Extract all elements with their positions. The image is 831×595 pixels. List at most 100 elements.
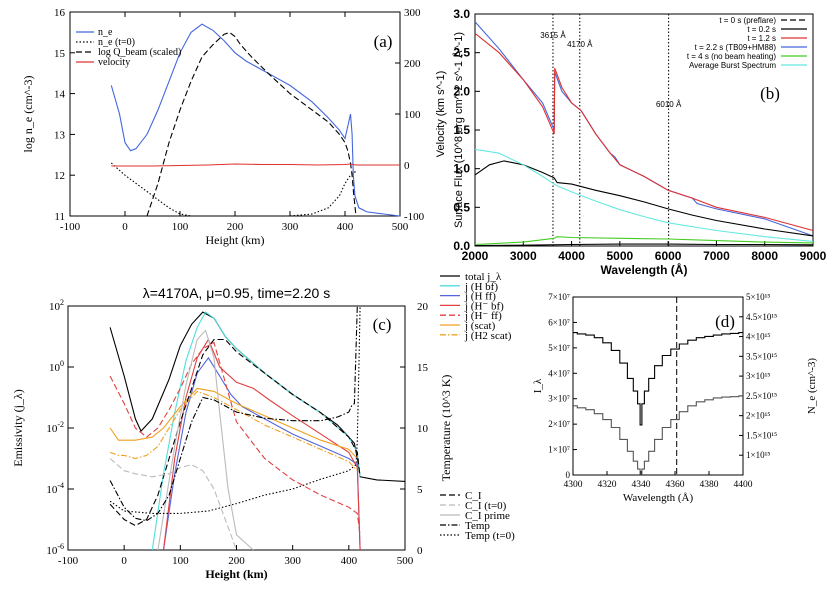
series-log-q-beam-scaled — [146, 31, 357, 217]
series-j-scat — [109, 387, 358, 459]
x-tick-label: 3000 — [510, 249, 537, 263]
reference-line-label: 3615 Å — [540, 31, 566, 40]
series-j-h-ff — [109, 341, 361, 535]
y-tick-label: 0 — [566, 470, 571, 480]
legend-label: j (H⁻ bf) — [464, 300, 504, 312]
y2-tick-label: 4×10¹⁵ — [746, 332, 770, 342]
panel-label: (b) — [760, 84, 780, 103]
y-tick-label: 7×10⁷ — [548, 292, 570, 302]
panel-label: (a) — [374, 32, 393, 51]
reference-line-label: 6010 Å — [656, 100, 682, 109]
y-axis-label: Emissivity (j_λ) — [11, 389, 25, 466]
x-tick-label: 200 — [227, 221, 244, 233]
y2-tick-label: 200 — [404, 58, 421, 70]
y-tick-label: 3.0 — [453, 7, 470, 21]
y2-tick-label: 15 — [417, 362, 429, 374]
x-tick-label: 300 — [282, 221, 299, 233]
legend-label: t = 1.2 s — [747, 34, 776, 43]
y-tick-label: 13 — [54, 129, 66, 141]
series-j-h-bf — [162, 338, 361, 551]
y-tick-label: 2.0 — [453, 84, 470, 98]
series-t-0-2-s — [474, 160, 814, 237]
x-tick-label: 6000 — [655, 249, 682, 263]
y-tick-label: 2.5 — [453, 46, 470, 60]
y2-tick-label: 0 — [417, 545, 423, 557]
series-velocity — [111, 163, 400, 167]
y2-tick-label: 10 — [417, 423, 429, 435]
y2-tick-label: 20 — [417, 301, 429, 313]
legend-label: C_I prime — [465, 510, 510, 522]
legend-label: velocity — [98, 57, 130, 68]
panel-a: -100 0 100 200 300 400 500 11 12 13 14 15 16 -100 0 100… — [21, 7, 447, 247]
series-t-1-2-s — [474, 32, 814, 232]
legend-label: total j_λ — [465, 271, 502, 283]
x-tick-label: 4340 — [632, 480, 651, 490]
y2-tick-label: 300 — [404, 7, 421, 19]
y-tick-label: 100 — [49, 359, 64, 374]
x-axis-label: Height (km) — [206, 233, 265, 247]
x-axis-label: Height (km) — [205, 567, 267, 581]
panel-label: (c) — [373, 315, 392, 334]
y2-tick-label: 5×10¹⁵ — [746, 292, 770, 302]
y-tick-label: 10-2 — [46, 420, 64, 435]
y-tick-label: 0.5 — [453, 200, 470, 214]
x-tick-label: 2000 — [462, 249, 489, 263]
series-c-i-prime — [157, 329, 254, 551]
legend-label: C_I — [465, 490, 482, 502]
legend-label: t = 0 s (preflare) — [719, 16, 776, 25]
y-tick-label: 14 — [54, 89, 66, 101]
legend-label: log Q_beam (scaled) — [98, 47, 181, 58]
y-tick-label: 2×10⁷ — [548, 419, 570, 429]
y-tick-label: 4×10⁷ — [548, 368, 570, 378]
legend-label: t = 4 s (no beam heating) — [687, 52, 777, 61]
legend-label: j (H⁻ ff) — [464, 310, 502, 322]
legend-label: Average Burst Spectrum — [689, 61, 776, 70]
y-tick-label: 15 — [54, 48, 66, 60]
legend-label: j (H2 scat) — [464, 330, 512, 342]
x-tick-label: 200 — [228, 555, 245, 567]
series-c-i — [109, 338, 361, 527]
series-n-e — [573, 395, 743, 475]
series-j-h-ff — [162, 356, 361, 551]
panel-c: λ=4170A, μ=0.95, time=2.20 s-100 0 100 200 3… — [11, 271, 515, 581]
y2-tick-label: 1.5×10¹⁵ — [746, 430, 777, 440]
legend-label: n_e — [98, 27, 113, 38]
series-j-h2-scat — [109, 390, 358, 472]
legend-label: C_I (t=0) — [465, 500, 507, 512]
x-axis-label: Wavelength (Å) — [623, 492, 694, 504]
reference-line-label: 4170 Å — [567, 40, 593, 49]
y-tick-exponent: 2 — [60, 298, 64, 307]
y2-tick-label: 5 — [417, 484, 423, 496]
y-tick-exponent: 0 — [60, 359, 64, 368]
y2-tick-label: 4.5×10¹⁵ — [746, 312, 777, 322]
y2-axis-label: N_e (cm^-3) — [806, 358, 818, 415]
legend-label: j (H ff) — [464, 291, 496, 303]
series-t-4-s-no-beam-heating — [474, 236, 814, 246]
series-i — [573, 332, 743, 426]
series-temp — [109, 305, 405, 522]
x-tick-label: 4360 — [666, 480, 685, 490]
x-tick-label: 400 — [341, 555, 358, 567]
y-tick-label: 1×10⁷ — [548, 445, 570, 455]
y2-tick-label: 100 — [404, 109, 421, 121]
x-tick-label: 4320 — [598, 480, 617, 490]
chart-title: λ=4170A, μ=0.95, time=2.20 s — [143, 285, 330, 301]
legend-label: Temp — [465, 520, 490, 532]
panel-label: (d) — [715, 312, 735, 331]
x-tick-label: 0 — [121, 555, 127, 567]
x-tick-label: 100 — [172, 555, 189, 567]
y-axis-label: I_λ — [532, 378, 544, 393]
series-t-0-s-preflare — [474, 243, 814, 247]
series-n-e-t-0 — [110, 162, 357, 217]
y-tick-label: 11 — [54, 211, 65, 223]
series-c-i-t-0 — [109, 458, 238, 551]
x-axis-label: Wavelength (Å) — [601, 262, 688, 277]
x-tick-label: 4380 — [700, 480, 719, 490]
y2-tick-label: 0 — [404, 160, 410, 172]
x-tick-label: -100 — [58, 555, 79, 567]
y2-axis-label: Temperature (10^3 K) — [439, 375, 453, 482]
legend-label: t = 2.2 s (TB09+HM88) — [695, 43, 777, 52]
x-tick-label: 400 — [337, 221, 354, 233]
y2-tick-label: 2×10¹⁵ — [746, 411, 770, 421]
y-tick-label: 1.5 — [453, 123, 470, 137]
